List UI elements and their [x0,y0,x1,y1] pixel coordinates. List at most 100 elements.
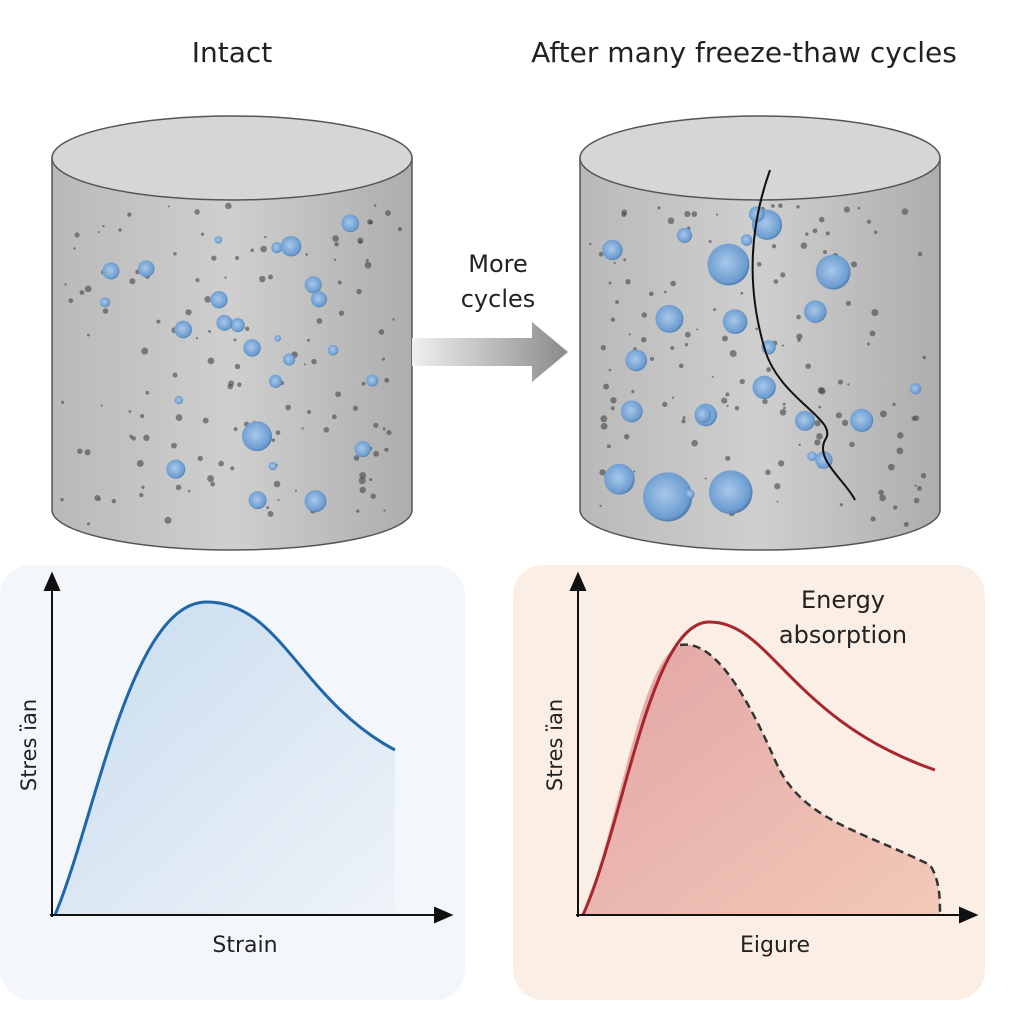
pore [224,276,227,279]
pore [845,300,852,306]
pore [337,280,342,285]
pore [216,314,233,331]
pore [770,204,775,208]
pore [333,258,337,261]
pore [624,434,630,440]
pore [204,296,212,303]
pore [766,367,772,373]
pore [141,485,145,489]
pore [156,319,161,324]
pore [816,432,823,440]
pore [893,505,898,510]
pore [207,475,214,482]
pore [776,500,779,503]
pore [869,330,876,337]
pore [273,480,281,488]
pore [274,334,281,342]
pore [358,477,366,485]
pore [796,314,801,320]
pore [676,227,693,243]
pore [359,471,367,479]
arrow-label: More [468,250,528,278]
pore [798,443,801,447]
pore [847,383,850,386]
pore [280,235,302,257]
pore [752,375,776,400]
pore [879,494,886,502]
pore [606,444,611,449]
pore [373,204,377,207]
pore [641,336,647,343]
pore [667,217,675,225]
pore [641,312,648,318]
pore [708,470,753,515]
pore [331,414,337,420]
pore [244,326,250,332]
pore [610,406,615,411]
pore [310,291,327,308]
pore [60,497,64,502]
pore [623,258,627,262]
pore [708,240,712,243]
pore [185,309,192,316]
pore [392,318,395,321]
pore [909,383,922,395]
pore [68,298,74,303]
pore [64,283,67,286]
pore [892,402,896,407]
pore [79,290,85,295]
pore [307,338,311,342]
pore [86,522,91,526]
pore [694,406,712,423]
pore [248,491,267,510]
pore [841,419,849,427]
pore [373,450,380,457]
intact-cylinder [51,115,413,551]
pore [358,240,363,244]
pore [814,439,821,446]
pore [857,206,861,210]
pore [815,254,851,290]
pore [171,442,177,449]
pore [304,276,322,294]
pore [850,261,858,268]
pore [141,347,149,355]
pore [282,353,296,366]
pore [866,219,872,224]
pore [277,499,280,502]
pore [920,472,927,479]
pore [913,415,920,422]
pore [214,236,223,244]
pore [370,493,376,499]
pore [354,440,371,458]
pore [625,349,648,372]
pore [748,206,765,222]
pore [131,436,136,441]
pore [271,438,276,443]
pore [734,405,740,411]
pore [327,344,339,356]
pore [825,231,830,236]
pore [250,248,255,253]
pore [111,498,117,504]
pore [819,216,825,223]
pore [725,392,730,397]
pore [386,430,392,436]
pore [366,374,379,387]
pore [359,486,366,494]
pore [837,379,844,385]
pore [779,409,787,416]
pore [60,400,65,404]
pore [316,318,323,324]
pore [384,377,390,383]
pore [164,516,172,524]
pore [817,386,825,394]
pore [306,409,312,415]
curve [581,620,936,916]
pore [218,460,224,467]
pore [207,357,215,365]
pore [600,422,608,430]
pore [633,470,636,473]
pore [268,274,273,280]
